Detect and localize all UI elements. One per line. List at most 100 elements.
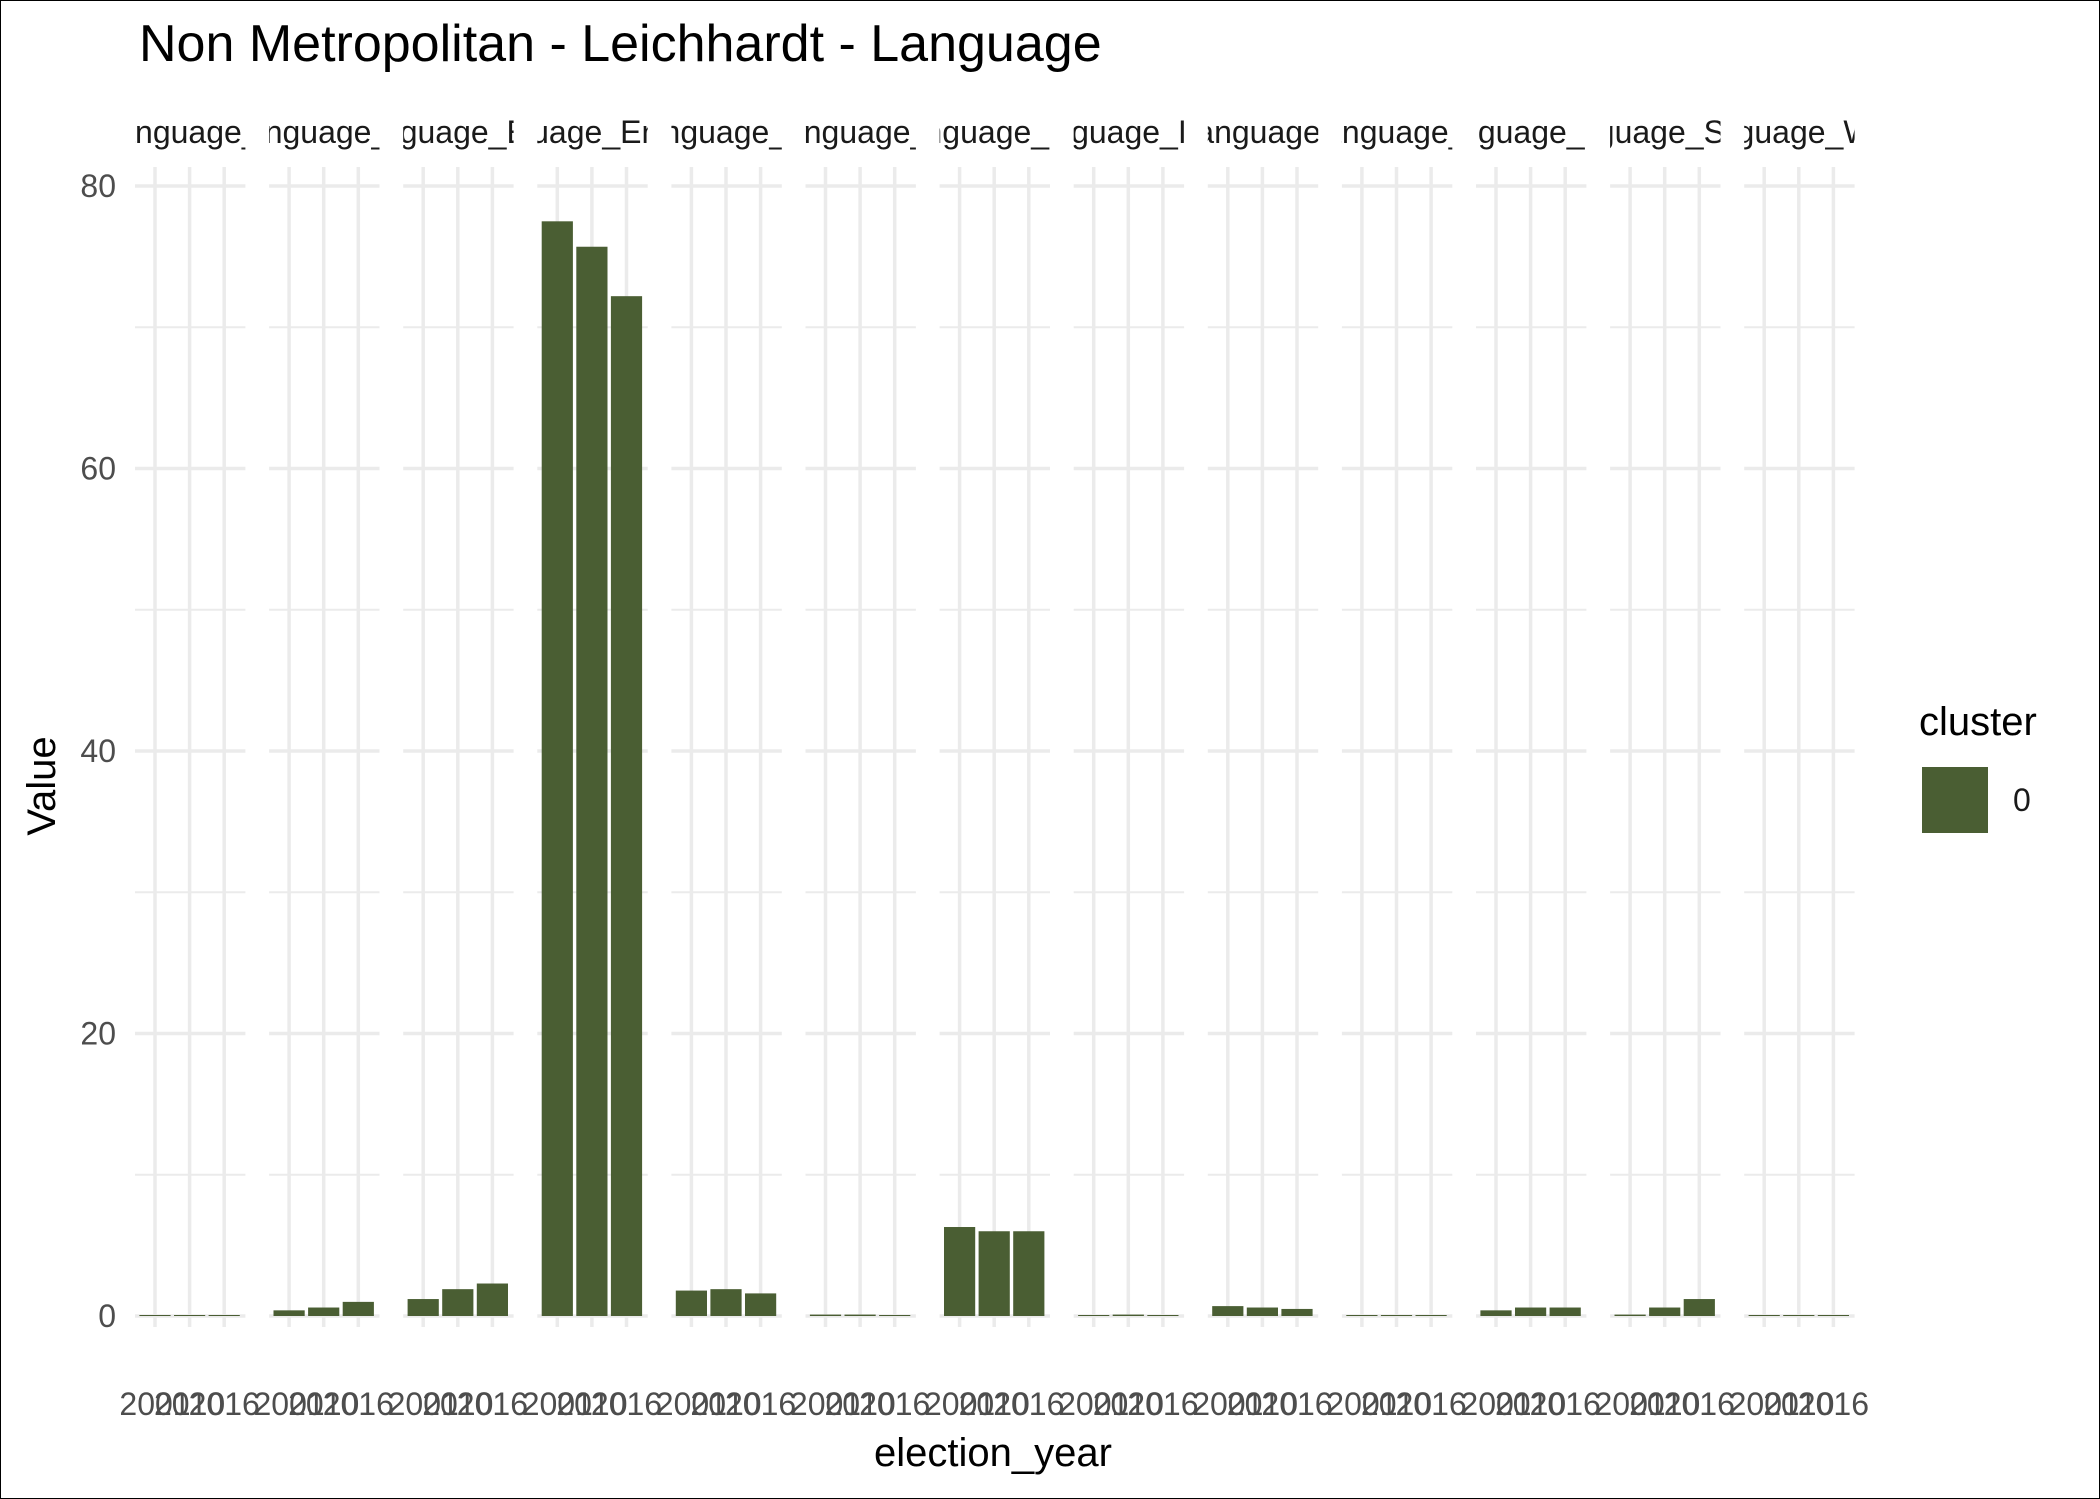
bar	[174, 1315, 206, 1316]
bar	[407, 1299, 439, 1316]
y-tick-label: 0	[98, 1298, 116, 1334]
bar	[1683, 1299, 1715, 1316]
bar	[139, 1315, 171, 1316]
x-tick-label: 2016	[1664, 1386, 1735, 1422]
x-tick-label: 2001	[388, 1386, 459, 1422]
bar	[1078, 1315, 1110, 1316]
bar	[208, 1315, 240, 1316]
bar	[1817, 1315, 1849, 1316]
x-tick-label: 2001	[924, 1386, 995, 1422]
bar	[273, 1310, 305, 1316]
bar	[308, 1307, 340, 1316]
x-tick-label: 2001	[254, 1386, 325, 1422]
bar	[710, 1289, 742, 1316]
x-axis-label: election_year	[874, 1431, 1112, 1475]
bar	[1783, 1315, 1815, 1316]
bar	[1480, 1310, 1512, 1316]
facet-strip-label: Language_Indo	[1018, 114, 1240, 150]
bar	[1246, 1307, 1278, 1316]
facet-strip-label: Language_Eu	[627, 114, 826, 150]
x-tick-label: 2001	[1729, 1386, 1800, 1422]
legend: cluster 0	[1919, 700, 2037, 833]
x-tick-label: 2001	[1595, 1386, 1666, 1422]
bar	[1415, 1315, 1447, 1316]
x-tick-label: 2016	[1798, 1386, 1869, 1422]
bar	[610, 296, 643, 1316]
x-tick-label: 2016	[725, 1386, 796, 1422]
bar	[1549, 1307, 1581, 1316]
bar	[1013, 1231, 1045, 1316]
bar	[1614, 1314, 1646, 1316]
bar	[809, 1314, 842, 1316]
x-tick-label: 2010	[1763, 1386, 1834, 1422]
x-tick-label: 2001	[1058, 1386, 1129, 1422]
y-axis-label: Value	[20, 736, 64, 835]
bar	[1147, 1315, 1179, 1316]
x-tick-label: 2016	[859, 1386, 930, 1422]
x-tick-label: 2016	[993, 1386, 1064, 1422]
facet-strip-label: Language_Indi	[889, 114, 1101, 150]
x-tick-label: 2010	[1495, 1386, 1566, 1422]
bar	[1649, 1307, 1681, 1316]
x-tick-label: 2016	[1127, 1386, 1198, 1422]
x-tick-label: 2010	[1629, 1386, 1700, 1422]
x-tick-label: 2016	[323, 1386, 394, 1422]
bar	[978, 1231, 1010, 1316]
y-tick-label: 80	[80, 168, 116, 204]
legend-label-0: 0	[2013, 782, 2031, 818]
legend-title: cluster	[1919, 700, 2037, 744]
bar	[342, 1301, 374, 1316]
x-tick-label: 2010	[825, 1386, 896, 1422]
x-tick-label: 2016	[1530, 1386, 1601, 1422]
x-tick-label: 2001	[1192, 1386, 1263, 1422]
y-tick-label: 20	[80, 1016, 116, 1052]
bar	[1112, 1314, 1144, 1316]
x-tick-label: 2016	[1261, 1386, 1332, 1422]
chart-title: Non Metropolitan - Leichhardt - Language	[139, 15, 1102, 73]
y-tick-label: 40	[80, 733, 116, 769]
legend-key-0	[1922, 767, 1988, 833]
x-tick-label: 2010	[556, 1386, 627, 1422]
facet-strip-label: Language_O	[768, 114, 953, 150]
bar	[476, 1283, 508, 1316]
facet-strip-label: Language_East	[346, 114, 570, 150]
y-axis: 0 20 40 60 80	[80, 168, 116, 1334]
x-tick-label: 2010	[1227, 1386, 1298, 1422]
bar	[442, 1289, 474, 1316]
x-tick-label: 2010	[154, 1386, 225, 1422]
facet-strip-label: Language_A	[99, 114, 281, 150]
x-tick-label: 2016	[189, 1386, 260, 1422]
bar	[1346, 1315, 1378, 1316]
facet-strip-label: Language_English	[460, 114, 725, 150]
x-tick-label: 2010	[422, 1386, 493, 1422]
bar	[944, 1227, 976, 1316]
facet-strip-label: Language_Phil	[1424, 114, 1638, 150]
y-tick-label: 60	[80, 451, 116, 487]
facet-strip-label: Language_West	[1683, 114, 1916, 150]
x-tick-label: 2010	[288, 1386, 359, 1422]
bar	[1281, 1308, 1313, 1316]
bar	[1748, 1315, 1780, 1316]
bar	[1380, 1315, 1413, 1316]
bar	[675, 1290, 707, 1316]
facet-strip-label: Language_I	[1178, 114, 1347, 150]
x-tick-label: 2016	[457, 1386, 528, 1422]
x-tick-label: 2010	[959, 1386, 1030, 1422]
bar	[879, 1315, 911, 1316]
x-tick-label: 2010	[1361, 1386, 1432, 1422]
x-tick-label: 2010	[1093, 1386, 1164, 1422]
x-tick-label: 2001	[119, 1386, 190, 1422]
x-tick-label: 2010	[690, 1386, 761, 1422]
